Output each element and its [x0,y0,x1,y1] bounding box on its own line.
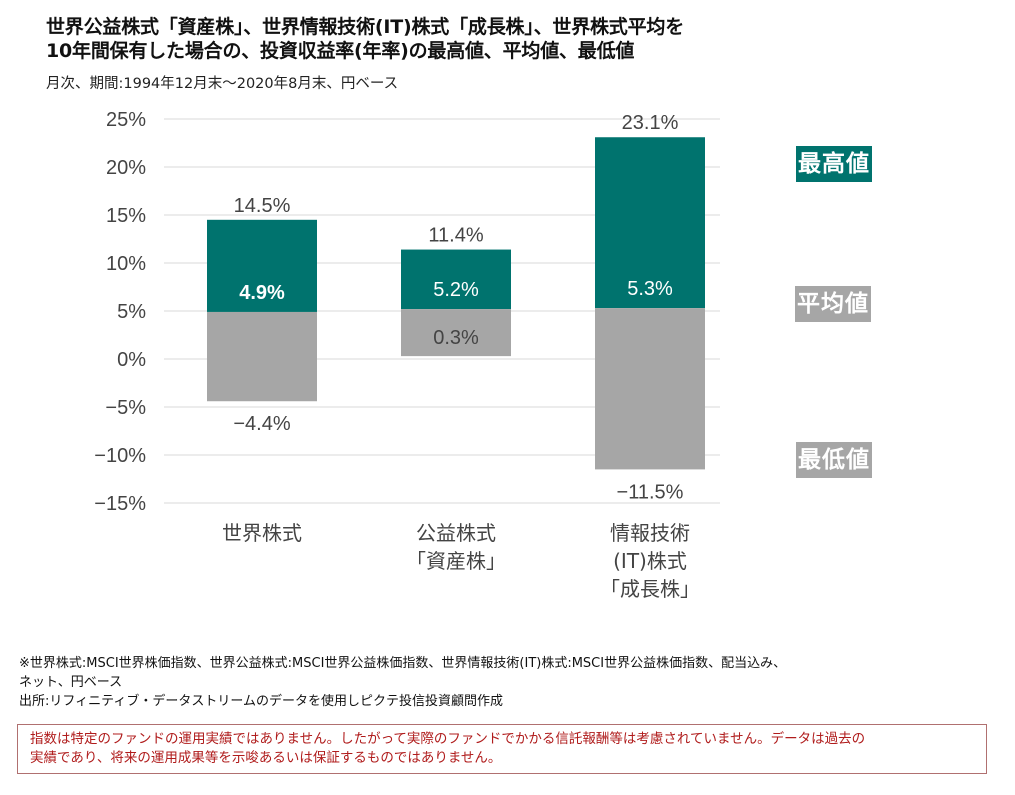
data-label-average: 4.9% [239,282,285,304]
legend-item-min: 最低値 [796,442,872,478]
range-bar-chart: 25% 20% 15% 10% 5% 0% −5% −10% −15% 14.5% 4.9% −4.… [94,109,720,601]
bar-min-segment [207,311,317,402]
data-label-max: 11.4% [428,225,483,247]
notes-line3: 出所:リフィニティブ・データストリームのデータを使用しピクテ投信投資顧問作成 [19,694,503,709]
x-category-label-line: (IT)株式 [613,549,687,573]
chart-subtitle: 月次、期間:1994年12月末～2020年8月末、円ベース [46,76,399,92]
x-category-label-line: 情報技術 [610,521,690,545]
legend-label-min: 最低値 [798,447,870,473]
y-tick-label: −10% [94,445,146,467]
x-category-label: 世界株式 [222,521,302,545]
y-axis: 25% 20% 15% 10% 5% 0% −5% −10% −15% [94,109,146,515]
notes-line1: ※世界株式:MSCI世界株価指数、世界公益株式:MSCI世界公益株価指数、世界情… [19,656,787,671]
data-labels: 14.5% 4.9% −4.4% 11.4% 5.2% 0.3% 23.1% 5.3% −11.… [233,112,683,503]
x-category-label-line: 公益株式 [416,521,496,545]
disclaimer-line2: 実績であり、将来の運用成果等を示唆あるいは保証するものではありません。 [30,750,502,766]
legend-item-max: 最高値 [796,146,872,182]
y-tick-label: 25% [106,109,146,131]
legend-label-max: 最高値 [798,151,870,177]
x-category-label-line: 世界株式 [222,521,302,545]
chart-title: 世界公益株式「資産株」、世界情報技術(IT)株式「成長株」、世界株式平均を 10… [46,15,684,63]
y-tick-label: 15% [106,205,146,227]
bar-max-segment [401,249,511,310]
chart-title-line1: 世界公益株式「資産株」、世界情報技術(IT)株式「成長株」、世界株式平均を [46,16,684,38]
x-category-label-line: 「成長株」 [600,577,700,601]
data-label-min: 0.3% [433,327,479,349]
legend-item-average: 平均値 [795,286,871,322]
chart-title-line2: 10年間保有した場合の、投資収益率(年率)の最高値、平均値、最低値 [46,40,635,62]
x-category-label: 情報技術 (IT)株式「成長株」 [600,521,700,601]
y-tick-label: −5% [105,397,146,419]
data-label-average: 5.3% [627,278,673,300]
y-tick-label: 20% [106,157,146,179]
bars [207,137,705,470]
x-axis: 世界株式 公益株式「資産株」 情報技術 (IT)株式「成長株」 [222,521,700,601]
data-label-max: 14.5% [234,195,291,217]
disclaimer-line1: 指数は特定のファンドの運用実績ではありません。したがって実際のファンドでかかる信… [30,731,866,747]
y-tick-label: 5% [117,301,146,323]
data-label-max: 23.1% [622,112,679,134]
data-label-average: 5.2% [433,279,479,301]
legend-label-average: 平均値 [797,291,869,317]
source-notes: ※世界株式:MSCI世界株価指数、世界公益株式:MSCI世界公益株価指数、世界情… [19,654,786,711]
y-tick-label: −15% [94,493,146,515]
bar-min-segment [595,308,705,470]
bar-max-segment [595,137,705,309]
x-category-label: 公益株式「資産株」 [406,521,506,573]
notes-line2: ネット、円ベース [19,675,123,690]
x-category-label-line: 「資産株」 [406,549,506,573]
bar-min-segment [401,309,511,357]
y-tick-label: 0% [117,349,146,371]
data-label-min: −11.5% [617,481,684,503]
y-tick-label: 10% [106,253,146,275]
disclaimer-box: 指数は特定のファンドの運用実績ではありません。したがって実際のファンドでかかる信… [17,724,987,774]
data-label-min: −4.4% [233,413,290,435]
bar-max-segment [207,219,317,312]
